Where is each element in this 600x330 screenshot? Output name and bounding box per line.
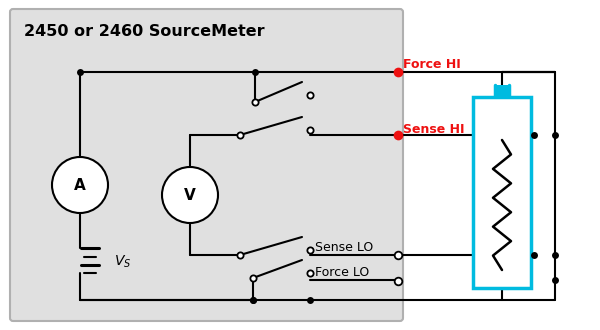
- Text: Sense LO: Sense LO: [315, 241, 373, 254]
- Text: Sense HI: Sense HI: [403, 123, 464, 136]
- Circle shape: [162, 167, 218, 223]
- Text: Force HI: Force HI: [403, 58, 461, 71]
- Text: 2450 or 2460 SourceMeter: 2450 or 2460 SourceMeter: [24, 24, 265, 40]
- Bar: [473, 97, 531, 288]
- Text: V: V: [184, 187, 196, 203]
- FancyBboxPatch shape: [10, 9, 403, 321]
- Bar: [495, 85, 509, 97]
- Text: Force LO: Force LO: [315, 266, 369, 279]
- Circle shape: [52, 157, 108, 213]
- Text: A: A: [74, 178, 86, 192]
- Text: $V_S$: $V_S$: [114, 254, 131, 270]
